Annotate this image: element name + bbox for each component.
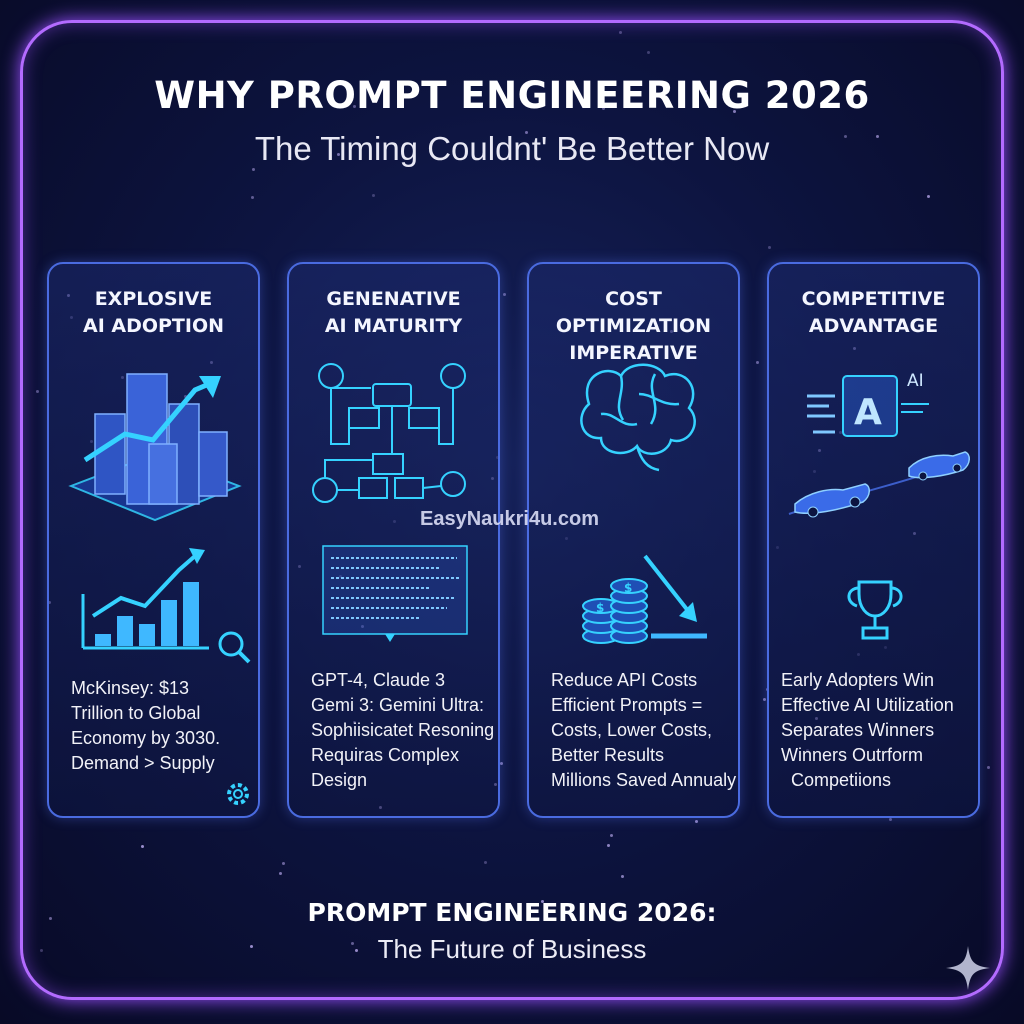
card-text-line: Sophiisicatet Resoning [311,720,495,740]
card-title: COMPETITIVE ADVANTAGE [769,286,978,340]
race-cars-icon [788,451,970,518]
card-description: McKinsey: $13 Trillion to Global Economy… [71,676,252,776]
star [372,194,375,197]
card-description: Reduce API Costs Efficient Prompts = Cos… [551,668,737,793]
star [763,698,766,701]
star [250,945,253,948]
card-title-line: ADVANTAGE [808,315,939,337]
ai-badge-letter: A [854,392,882,433]
card-title-line: GENENATIVE [326,288,461,310]
star [756,361,759,364]
star [602,107,605,110]
star [733,110,736,113]
flowchart-icon [312,363,466,503]
star [337,153,340,156]
card-text-line: Economy by 3030. [71,728,221,748]
card-text-line: Millions Saved Annualy [551,770,737,790]
star [610,834,613,837]
star [49,917,52,920]
star [607,844,610,847]
sparkle-icon [946,946,990,990]
card-text-line: Design [311,770,368,790]
card-competitive-advantage: COMPETITIVE ADVANTAGE A AI [767,262,980,818]
down-arrow-icon [643,554,707,639]
card-text-line: Winners Outrform [781,745,924,765]
card-title-line: COMPETITIVE [801,288,946,310]
card-text-line: McKinsey: $13 [71,678,190,698]
card-description: GPT-4, Claude 3 Gemi 3: Gemini Ultra: So… [311,668,495,793]
star [876,135,879,138]
star [500,762,503,765]
glowing-frame [20,20,1004,1000]
star [927,195,930,198]
svg-text:$: $ [624,581,632,595]
gear-icon [227,783,249,805]
card-title-line: EXPLOSIVE [94,288,213,310]
card-text-line: Efficient Prompts = [551,695,703,715]
bar-chart-icon [81,548,209,650]
card-text-line: Separates Winners [781,720,935,740]
ai-screen-icon: A AI [807,371,929,437]
card-explosive-ai-adoption: EXPLOSIVE AI ADOPTION McKinsey: $13 Tril… [47,262,260,818]
card-title-line: AI MATURITY [324,315,463,337]
watermark: EasyNaukri4u.com [420,508,599,530]
star [647,51,650,54]
star [768,246,771,249]
footer-title: PROMPT ENGINEERING 2026: [307,898,717,927]
card-title: GENENATIVE AI MATURITY [289,286,498,340]
star [780,103,783,106]
card-title-line: IMPERATIVE [569,342,698,364]
star [621,875,624,878]
magnifier-icon [218,631,251,664]
star [141,845,144,848]
ai-tag: AI [907,371,924,391]
card-text-line: Reduce API Costs [551,670,698,690]
card-title: COST OPTIMIZATION IMPERATIVE [529,286,738,367]
card-text-line: GPT-4, Claude 3 [311,670,446,690]
star [695,820,698,823]
star [503,293,506,296]
star [889,818,892,821]
code-panel-icon [322,545,468,642]
star [987,766,990,769]
star [252,168,255,171]
star [525,131,528,134]
star [282,862,285,865]
svg-text:$: $ [596,601,604,615]
card-title: EXPLOSIVE AI ADOPTION [49,286,258,340]
card-description: Early Adopters Win Effective AI Utilizat… [781,668,972,793]
star [351,942,354,945]
star [619,31,622,34]
card-generative-ai-maturity: GENENATIVE AI MATURITY [287,262,500,818]
card-text-line: Competiions [781,770,892,790]
trophy-icon [847,580,903,640]
card-text-line: Gemi 3: Gemini Ultra: [311,695,485,715]
star [251,196,254,199]
page-title: WHY PROMPT ENGINEERING 2026 [154,74,870,117]
city-growth-icon [68,373,242,522]
footer-subtitle: The Future of Business [377,934,647,964]
card-title-line: COST OPTIMIZATION [555,288,712,337]
star [355,949,358,952]
star [541,900,544,903]
page-subtitle: The Timing Couldnt' Be Better Now [254,130,770,167]
card-text-line: Demand > Supply [71,753,215,773]
card-text-line: Effective AI Utilization [781,695,954,715]
card-text-line: Early Adopters Win [781,670,935,690]
card-text-line: Better Results [551,745,665,765]
card-text-line: Trillion to Global [71,703,201,723]
card-title-line: AI ADOPTION [82,315,225,337]
star [279,872,282,875]
star [353,105,356,108]
coins-icon: $ $ [582,578,648,644]
brain-icon [580,363,696,472]
card-text-line: Requiras Complex [311,745,460,765]
star [844,135,847,138]
star [484,861,487,864]
card-cost-optimization: COST OPTIMIZATION IMPERATIVE $ $ [527,262,740,818]
star [704,90,707,93]
card-text-line: Costs, Lower Costs, [551,720,713,740]
star [36,390,39,393]
